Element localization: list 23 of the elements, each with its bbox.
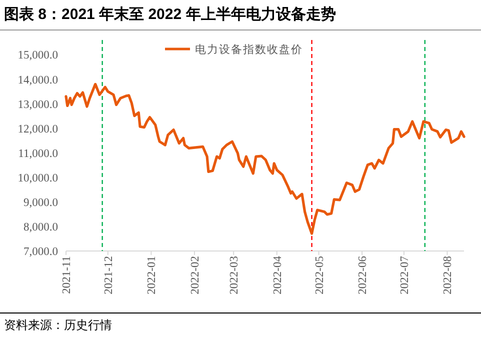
y-tick-label: 7,000.0 xyxy=(24,246,58,258)
x-tick-label: 2022-07 xyxy=(398,256,411,294)
y-tick-label: 15,000.0 xyxy=(18,50,58,62)
x-tick-label: 2022-01 xyxy=(146,256,158,294)
text: 资料来源：历史行情 xyxy=(4,318,112,332)
x-tick-label: 2022-02 xyxy=(189,256,202,294)
x-tick-label: 2021-12 xyxy=(102,256,115,294)
y-tick-label: 11,000.0 xyxy=(18,148,58,160)
x-tick-label: 2022-06 xyxy=(357,256,370,294)
y-tick-label: 14,000.0 xyxy=(18,74,58,86)
y-tick-label: 10,000.0 xyxy=(18,172,58,184)
chart-title: 图表 8：2021 年末至 2022 年上半年电力设备走势 xyxy=(4,6,336,23)
y-tick-label: 9,000.0 xyxy=(24,196,58,209)
x-tick-label: 2022-03 xyxy=(228,256,241,294)
line-series xyxy=(64,82,466,235)
legend-label: 电力设备指数收盘价 xyxy=(195,43,303,56)
y-tick-label: 8,000.0 xyxy=(24,221,58,234)
x-tick-label: 2022-08 xyxy=(442,256,454,294)
y-tick-label: 13,000.0 xyxy=(18,98,58,111)
x-tick-label: 2022-04 xyxy=(272,256,284,294)
y-tick-label: 12,000.0 xyxy=(18,123,58,136)
x-tick-label: 2022-05 xyxy=(314,256,326,294)
x-tick-label: 2021-11 xyxy=(61,256,73,294)
